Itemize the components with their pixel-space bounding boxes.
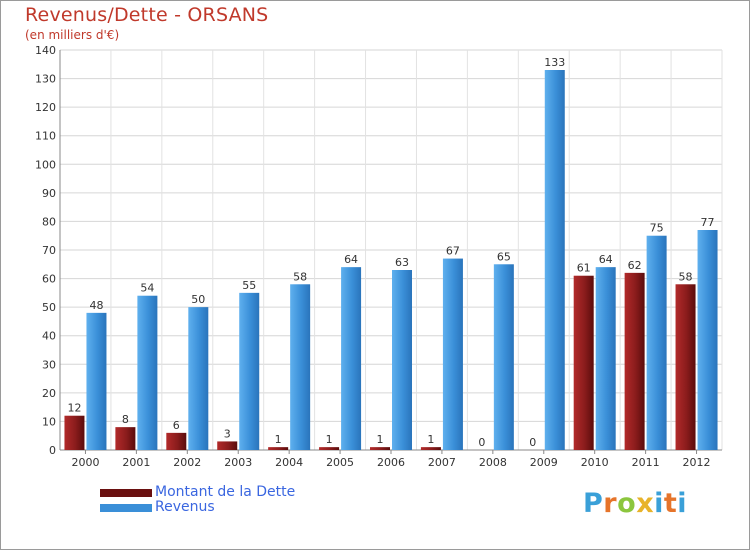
bar-revenus [595, 267, 616, 450]
logo-letter: x [636, 488, 655, 519]
y-tick-label: 110 [35, 130, 56, 143]
data-label-dette: 12 [67, 402, 81, 415]
data-label-revenus: 55 [242, 279, 256, 292]
x-tick-label: 2008 [479, 456, 507, 469]
x-tick-label: 2002 [173, 456, 201, 469]
data-label-revenus: 58 [293, 270, 307, 283]
y-tick-label: 90 [42, 187, 56, 200]
legend-swatch-revenus [100, 504, 152, 512]
logo-letter: t [663, 488, 678, 519]
y-tick-label: 20 [42, 387, 56, 400]
x-tick-label: 2007 [428, 456, 456, 469]
chart-subtitle: (en milliers d'€) [25, 28, 120, 42]
logo-letter: o [617, 488, 637, 519]
y-tick-label: 0 [49, 444, 56, 457]
data-label-dette: 8 [122, 413, 129, 426]
data-label-dette: 6 [173, 419, 180, 432]
y-tick-label: 130 [35, 73, 56, 86]
data-label-revenus: 64 [599, 253, 613, 266]
data-label-revenus: 63 [395, 256, 409, 269]
y-tick-label: 60 [42, 273, 56, 286]
data-label-dette: 1 [326, 433, 333, 446]
data-label-revenus: 65 [497, 250, 511, 263]
x-tick-label: 2001 [122, 456, 150, 469]
chart-title: Revenus/Dette - ORSANS [25, 4, 269, 26]
y-tick-label: 140 [35, 44, 56, 57]
x-tick-label: 2005 [326, 456, 354, 469]
bar-dette [624, 272, 645, 450]
x-tick-label: 2010 [581, 456, 609, 469]
logo-letter: i [677, 488, 688, 519]
data-label-dette: 1 [275, 433, 282, 446]
proxiti-logo: Proxiti [583, 488, 687, 519]
bar-revenus [544, 70, 565, 450]
bar-dette [268, 447, 289, 450]
y-tick-label: 30 [42, 358, 56, 371]
bar-revenus [239, 292, 260, 450]
legend-label-dette: Montant de la Dette [155, 484, 296, 500]
y-tick-label: 40 [42, 330, 56, 343]
logo-letter: P [583, 488, 604, 519]
y-tick-label: 100 [35, 158, 56, 171]
bar-revenus [392, 270, 412, 450]
gridlines [59, 49, 723, 451]
logo-letter: i [654, 488, 664, 519]
bars [64, 70, 718, 451]
x-tick-label: 2004 [275, 456, 303, 469]
bar-dette [166, 432, 187, 450]
bar-revenus [188, 307, 209, 450]
data-label-revenus: 77 [701, 216, 715, 229]
bar-revenus [442, 258, 463, 450]
x-tick-label: 2003 [224, 456, 252, 469]
y-tick-label: 10 [42, 415, 56, 428]
x-tick-label: 2000 [71, 456, 99, 469]
data-label-dette: 1 [377, 433, 384, 446]
data-label-revenus: 48 [89, 299, 103, 312]
data-label-revenus: 54 [140, 282, 154, 295]
data-label-revenus: 50 [191, 293, 205, 306]
bar-dette [370, 447, 390, 450]
x-tick-label: 2006 [377, 456, 405, 469]
logo-letter: r [603, 488, 618, 519]
bar-dette [64, 415, 85, 450]
data-label-dette: 0 [478, 436, 485, 449]
data-label-dette: 61 [577, 262, 591, 275]
bar-revenus [290, 284, 311, 450]
bar-revenus [697, 230, 718, 450]
bar-dette [115, 427, 136, 450]
data-label-revenus: 64 [344, 253, 358, 266]
data-label-dette: 1 [427, 433, 434, 446]
bar-dette [573, 275, 594, 450]
data-label-revenus: 75 [650, 222, 664, 235]
bar-dette [319, 447, 340, 450]
data-label-dette: 62 [628, 259, 642, 272]
bar-revenus [493, 264, 514, 450]
bar-revenus [86, 312, 107, 450]
bar-dette [675, 284, 696, 450]
data-label-dette: 0 [529, 436, 536, 449]
bar-revenus [341, 267, 362, 450]
legend-swatch-dette [100, 489, 152, 497]
x-tick-label: 2009 [530, 456, 558, 469]
x-tick-label: 2011 [632, 456, 660, 469]
data-label-revenus: 67 [446, 245, 460, 258]
bar-dette [217, 441, 238, 450]
bar-revenus [646, 235, 667, 450]
data-label-revenus: 133 [544, 56, 565, 69]
y-tick-label: 70 [42, 244, 56, 257]
x-tick-label: 2012 [683, 456, 711, 469]
bar-revenus [137, 295, 158, 450]
y-tick-label: 80 [42, 215, 56, 228]
y-tick-label: 120 [35, 101, 56, 114]
legend-label-revenus: Revenus [155, 499, 215, 515]
y-tick-label: 50 [42, 301, 56, 314]
data-label-dette: 3 [224, 427, 231, 440]
data-label-dette: 58 [679, 270, 693, 283]
bar-dette [420, 447, 441, 450]
